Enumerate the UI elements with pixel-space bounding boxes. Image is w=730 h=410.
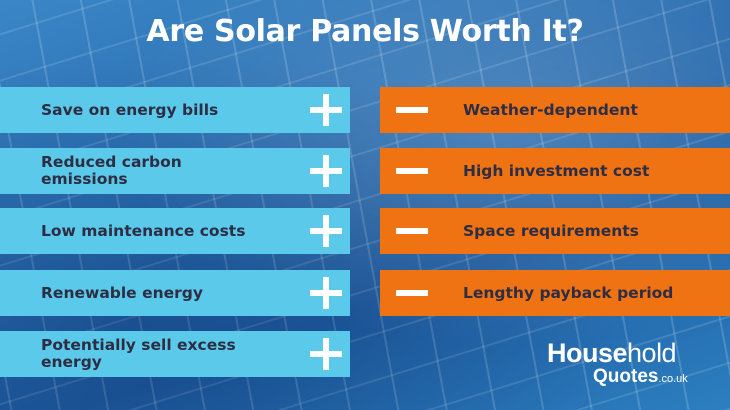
con-item-label: Space requirements: [463, 221, 639, 240]
pro-item: Reduced carbon emissions: [0, 148, 350, 194]
minus-icon: [396, 107, 428, 113]
logo-tld: .co.uk: [658, 373, 688, 385]
pro-item: Low maintenance costs: [0, 208, 350, 254]
con-item: Space requirements: [380, 208, 730, 254]
con-item-label: Lengthy payback period: [463, 283, 674, 302]
con-item-label: High investment cost: [463, 161, 650, 180]
minus-icon: [396, 168, 428, 174]
pro-item-label: Reduced carbon emissions: [41, 153, 182, 188]
con-item: Lengthy payback period: [380, 270, 730, 316]
logo-line2: Quotes: [593, 366, 659, 387]
minus-icon: [396, 228, 428, 234]
pro-item-label: Low maintenance costs: [41, 221, 246, 240]
page-title: Are Solar Panels Worth It?: [146, 14, 584, 49]
logo-wordmark: Household: [547, 340, 688, 367]
householdquotes-logo: Household Quotes.co.uk: [547, 340, 688, 389]
logo-part1: House: [547, 338, 628, 368]
plus-icon: [310, 155, 342, 187]
con-item: High investment cost: [380, 148, 730, 194]
logo-subline: Quotes.co.uk: [593, 367, 688, 389]
pro-item: Renewable energy: [0, 270, 350, 316]
logo-part2: hold: [627, 338, 677, 368]
pro-item: Save on energy bills: [0, 87, 350, 133]
pro-item-label: Renewable energy: [41, 283, 203, 302]
pro-item-label: Save on energy bills: [41, 100, 219, 119]
minus-icon: [396, 290, 428, 296]
plus-icon: [310, 215, 342, 247]
plus-icon: [310, 338, 342, 370]
plus-icon: [310, 94, 342, 126]
pro-item: Potentially sell excess energy: [0, 331, 350, 377]
con-item: Weather-dependent: [380, 87, 730, 133]
con-item-label: Weather-dependent: [463, 100, 638, 119]
pro-item-label: Potentially sell excess energy: [41, 336, 236, 371]
plus-icon: [310, 277, 342, 309]
